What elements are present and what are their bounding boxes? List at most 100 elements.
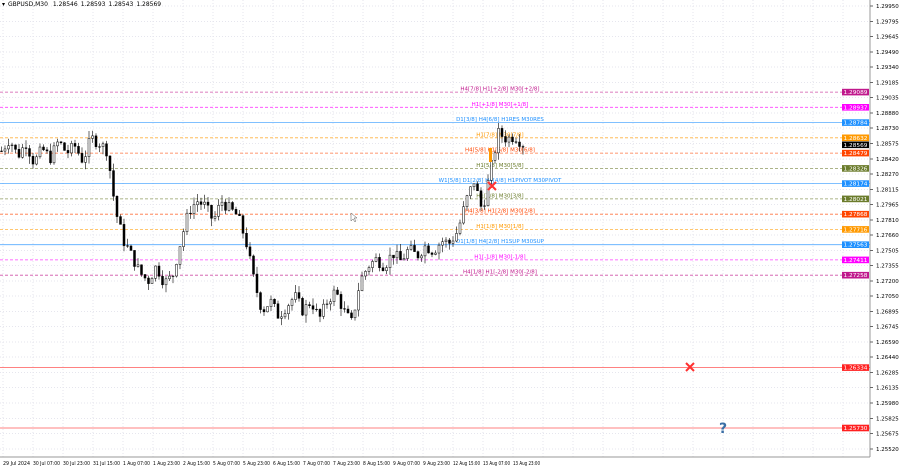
candle	[311, 298, 315, 315]
candle	[87, 130, 91, 164]
level-line-group: D1[1/8] H4[2/8] H1SUP M30SUP 1.27563	[0, 239, 870, 249]
candle	[448, 238, 451, 250]
candle-body	[521, 146, 525, 148]
price-tick-label: 1.25675	[876, 432, 899, 438]
price-tick-label: 1.28880	[876, 111, 899, 117]
candle-body	[458, 222, 462, 234]
candle	[213, 211, 217, 222]
candle	[353, 309, 357, 321]
price-level-badge	[842, 364, 869, 371]
level-label: H1[1/8] M30[1/8]	[476, 224, 523, 230]
candle-body	[80, 153, 84, 163]
candle	[493, 150, 497, 164]
candle	[234, 206, 238, 215]
candle	[161, 270, 164, 289]
price-level-badge-text: 1.25730	[844, 426, 869, 432]
candle-body	[392, 254, 395, 259]
candle	[150, 276, 154, 284]
price-level-badge-text: 1.27258	[844, 273, 869, 279]
level-line-group: H1[1/8] M30[1/8] 1.27716	[0, 224, 870, 233]
candle-body	[185, 212, 189, 232]
candle-body	[112, 170, 115, 197]
candle-body	[108, 155, 112, 171]
candle	[413, 239, 416, 252]
cross-icon	[487, 181, 497, 191]
candle-body	[122, 224, 126, 246]
dropdown-icon[interactable]: ▾	[2, 1, 6, 8]
price-level-badge	[842, 180, 869, 187]
candle	[350, 310, 353, 320]
candle	[73, 139, 77, 154]
candle-body	[245, 233, 248, 248]
candle	[462, 201, 465, 225]
candle-body	[367, 267, 371, 272]
candle	[458, 219, 462, 236]
candle-body	[38, 146, 42, 158]
candle-body	[490, 160, 493, 181]
candle	[171, 275, 175, 284]
candle-body	[444, 239, 448, 242]
time-tick-label: 13 Aug 23:00	[513, 461, 540, 467]
candle	[140, 264, 143, 277]
candle	[318, 308, 322, 323]
candle-body	[308, 304, 311, 306]
candle	[108, 155, 112, 179]
candle	[427, 243, 430, 254]
candle	[371, 259, 374, 273]
candle	[521, 144, 525, 155]
candle	[280, 311, 283, 326]
time-tick-label: 7 Aug 23:00	[333, 461, 360, 467]
candle	[416, 250, 420, 261]
candle	[325, 299, 329, 309]
candle-body	[178, 246, 182, 265]
candle	[248, 242, 252, 260]
candle	[304, 299, 308, 323]
time-tick-label: 6 Aug 15:00	[273, 461, 300, 467]
price-tick-label: 1.29340	[876, 65, 899, 71]
level-line-group: D1[3/8] H4[6/8] H1RES M30RES 1.28784	[0, 117, 870, 127]
current-price-badge	[842, 141, 869, 149]
candle	[157, 262, 161, 280]
time-tick-label: 8 Aug 15:00	[363, 461, 390, 467]
candle-body	[91, 135, 94, 139]
price-tick-label: 1.29185	[876, 81, 899, 87]
candle-body	[234, 209, 238, 215]
candle-body	[287, 305, 290, 314]
candle-body	[133, 250, 136, 267]
time-tick-label: 5 Aug 07:00	[213, 461, 240, 467]
level-line-group: H4[5/8] H1[6/8] M30[6/8] 1.28479	[0, 148, 870, 157]
candle	[122, 218, 126, 252]
candle	[196, 194, 199, 212]
candle-body	[164, 278, 168, 286]
price-tick-label: 1.29950	[876, 4, 899, 10]
candle-body	[395, 251, 399, 259]
candle	[336, 286, 339, 296]
candle-body	[518, 141, 521, 147]
level-label: H1[5/8] M30[5/8]	[476, 163, 523, 169]
candle-body	[465, 195, 469, 207]
candle-body	[126, 245, 129, 247]
candle	[220, 195, 224, 212]
candle	[500, 125, 504, 143]
time-tick-label: 12 Aug 15:00	[453, 461, 480, 467]
candle	[59, 140, 63, 145]
price-level-badge-text: 1.29089	[844, 90, 869, 96]
candle-body	[441, 241, 444, 246]
level-line-group: H1[+1/8] M30[+1/8] 1.28937	[0, 102, 870, 111]
level-line-group: H4[3/8] H1[2/8] M30[2/8] 1.27868	[0, 209, 870, 218]
price-tick-label: 1.26285	[876, 371, 899, 377]
candle	[21, 143, 24, 159]
candle-body	[21, 147, 24, 158]
candle	[101, 141, 105, 155]
candle-body	[189, 212, 192, 215]
candle	[402, 253, 406, 261]
candle	[14, 144, 17, 154]
candle	[497, 122, 500, 160]
candle	[38, 143, 42, 159]
candle	[252, 254, 255, 277]
candle-body	[98, 146, 101, 148]
candle-body	[511, 136, 514, 143]
candle	[164, 276, 168, 293]
time-tick-label: 30 Jul 23:00	[63, 461, 90, 467]
